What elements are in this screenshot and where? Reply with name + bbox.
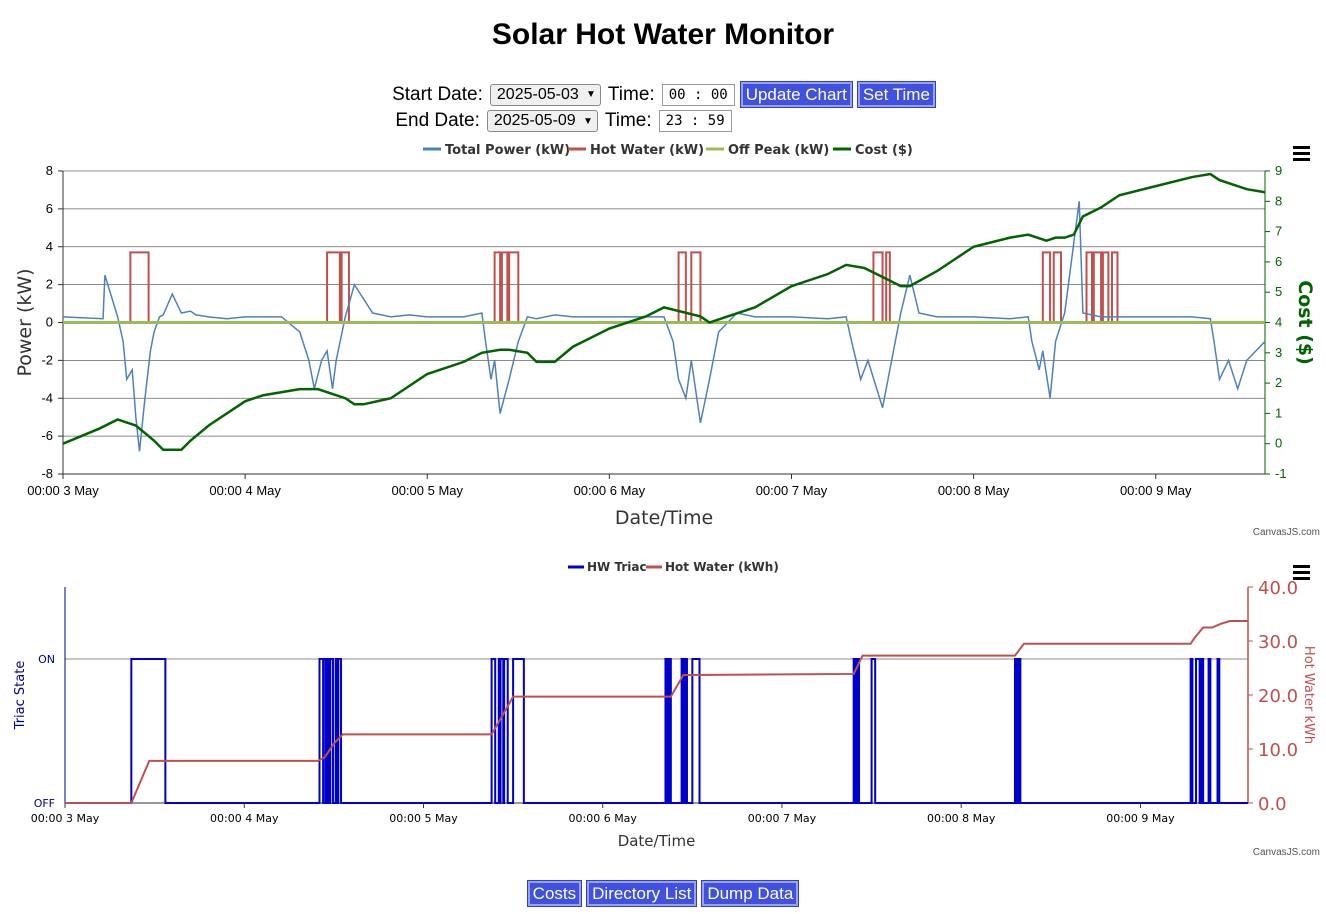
y-tick-label: 0 — [46, 315, 53, 330]
chart-menu-icon[interactable] — [1293, 565, 1310, 583]
start-date-value: 2025-05-03 — [496, 85, 579, 103]
chevron-down-icon: ▼ — [585, 89, 596, 100]
y2-tick-label: 1 — [1275, 405, 1282, 420]
y-tick-label: 6 — [46, 201, 53, 216]
x-tick-label: 00:00 3 May — [27, 483, 99, 498]
y-axis-title: Power (kW) — [14, 268, 36, 376]
start-controls: Start Date: 2025-05-03 ▼ Time: 00 : 00 U… — [0, 81, 1326, 108]
y2-tick-label: 5 — [1275, 284, 1282, 299]
end-date-value: 2025-05-09 — [493, 112, 576, 129]
y-tick-label: 4 — [46, 239, 53, 254]
x-tick-label: 00:00 8 May — [927, 812, 996, 825]
y-tick-label: 8 — [46, 163, 53, 178]
directory-list-button[interactable]: Directory List — [586, 880, 698, 907]
x-tick-label: 00:00 4 May — [209, 483, 281, 498]
update-chart-button[interactable]: Update Chart — [739, 81, 853, 108]
x-tick-label: 00:00 7 May — [756, 483, 828, 498]
x-axis-title: Date/Time — [618, 832, 696, 850]
y-tick-label: OFF — [34, 797, 55, 810]
legend-label: Off Peak (kW) — [728, 143, 829, 158]
legend-label: Cost ($) — [855, 143, 913, 158]
series-hot-water-line — [63, 251, 1265, 324]
power-cost-chart: 8 6 4 2 0 -2 -4 -6 -8 9 8 7 6 5 4 3 2 1 0 -1 00:00 3 May 00:0… — [14, 143, 1316, 529]
y-tick-label: -6 — [41, 428, 53, 443]
y2-axis-title: Hot Water kWh — [1301, 646, 1316, 744]
y-axis-title: Triac State — [13, 661, 28, 731]
y2-tick-label: -1 — [1275, 466, 1287, 481]
end-time-label: Time: — [604, 110, 652, 131]
x-tick-label: 00:00 4 May — [210, 812, 279, 825]
series-hot-water-kwh-line — [65, 620, 1248, 804]
y2-tick-label: 6 — [1275, 254, 1282, 269]
legend-label: Total Power (kW) — [445, 143, 570, 158]
x-tick-label: 00:00 5 May — [391, 483, 463, 498]
x-tick-label: 00:00 8 May — [938, 483, 1010, 498]
costs-button[interactable]: Costs — [526, 880, 583, 907]
y2-tick-label: 0 — [1275, 436, 1282, 451]
x-tick-label: 00:00 6 May — [569, 812, 638, 825]
legend-label: Hot Water (kWh) — [665, 560, 779, 574]
y2-tick-label: 2 — [1275, 375, 1282, 390]
series-total-power-line — [62, 201, 1266, 452]
end-date-label: End Date: — [395, 110, 480, 131]
series-hw-triac-line — [65, 658, 1248, 804]
y2-tick-label: 4 — [1275, 315, 1282, 330]
y-tick-label: -4 — [41, 390, 53, 405]
y-tick-label: ON — [38, 653, 55, 666]
legend-label: Hot Water (kW) — [590, 143, 704, 158]
y2-tick-label: 10.0 — [1258, 740, 1298, 761]
x-tick-label: 00:00 6 May — [574, 483, 646, 498]
start-time-label: Time: — [607, 83, 655, 105]
y2-tick-label: 3 — [1275, 345, 1282, 360]
start-date-select[interactable]: 2025-05-03 ▼ — [489, 83, 601, 106]
start-date-label: Start Date: — [392, 83, 483, 105]
y2-tick-label: 9 — [1275, 163, 1282, 178]
y2-tick-label: 7 — [1275, 224, 1282, 239]
page-title: Solar Hot Water Monitor — [491, 18, 835, 51]
y2-axis-title: Cost ($) — [1294, 280, 1316, 365]
x-tick-label: 00:00 7 May — [748, 812, 817, 825]
y2-tick-label: 20.0 — [1258, 686, 1298, 707]
series-cost-line — [62, 172, 1266, 452]
x-tick-label: 00:00 3 May — [31, 812, 100, 825]
start-time-input[interactable]: 00 : 00 — [661, 83, 735, 106]
y2-tick-label: 0.0 — [1258, 794, 1287, 815]
end-date-select[interactable]: 2025-05-09 ▼ — [486, 110, 598, 132]
x-tick-label: 00:00 5 May — [389, 812, 458, 825]
triac-chart: ON OFF 40.0 30.0 20.0 10.0 0.0 00:00 3 May 00:00… — [13, 560, 1316, 850]
end-controls: End Date: 2025-05-09 ▼ Time: 23 : 59 — [0, 110, 1326, 132]
chevron-down-icon: ▼ — [582, 115, 593, 127]
chart-credit[interactable]: CanvasJS.com — [1252, 527, 1320, 538]
chart-menu-icon[interactable] — [1293, 146, 1310, 164]
end-time-input[interactable]: 23 : 59 — [658, 110, 732, 132]
y2-tick-label: 40.0 — [1258, 578, 1298, 599]
y2-tick-label: 8 — [1275, 193, 1282, 208]
y2-tick-label: 30.0 — [1258, 632, 1298, 653]
chart-credit[interactable]: CanvasJS.com — [1252, 847, 1320, 858]
y-tick-label: 2 — [46, 277, 53, 292]
legend-label: HW Triac — [587, 560, 647, 574]
set-time-button[interactable]: Set Time — [856, 81, 936, 108]
dump-data-button[interactable]: Dump Data — [701, 880, 800, 907]
y-tick-label: -2 — [41, 352, 53, 367]
x-axis-title: Date/Time — [615, 507, 713, 529]
y-tick-label: -8 — [41, 466, 53, 481]
bottom-buttons: Costs Directory List Dump Data — [0, 880, 1326, 907]
x-tick-label: 00:00 9 May — [1120, 483, 1192, 498]
x-tick-label: 00:00 9 May — [1106, 812, 1175, 825]
